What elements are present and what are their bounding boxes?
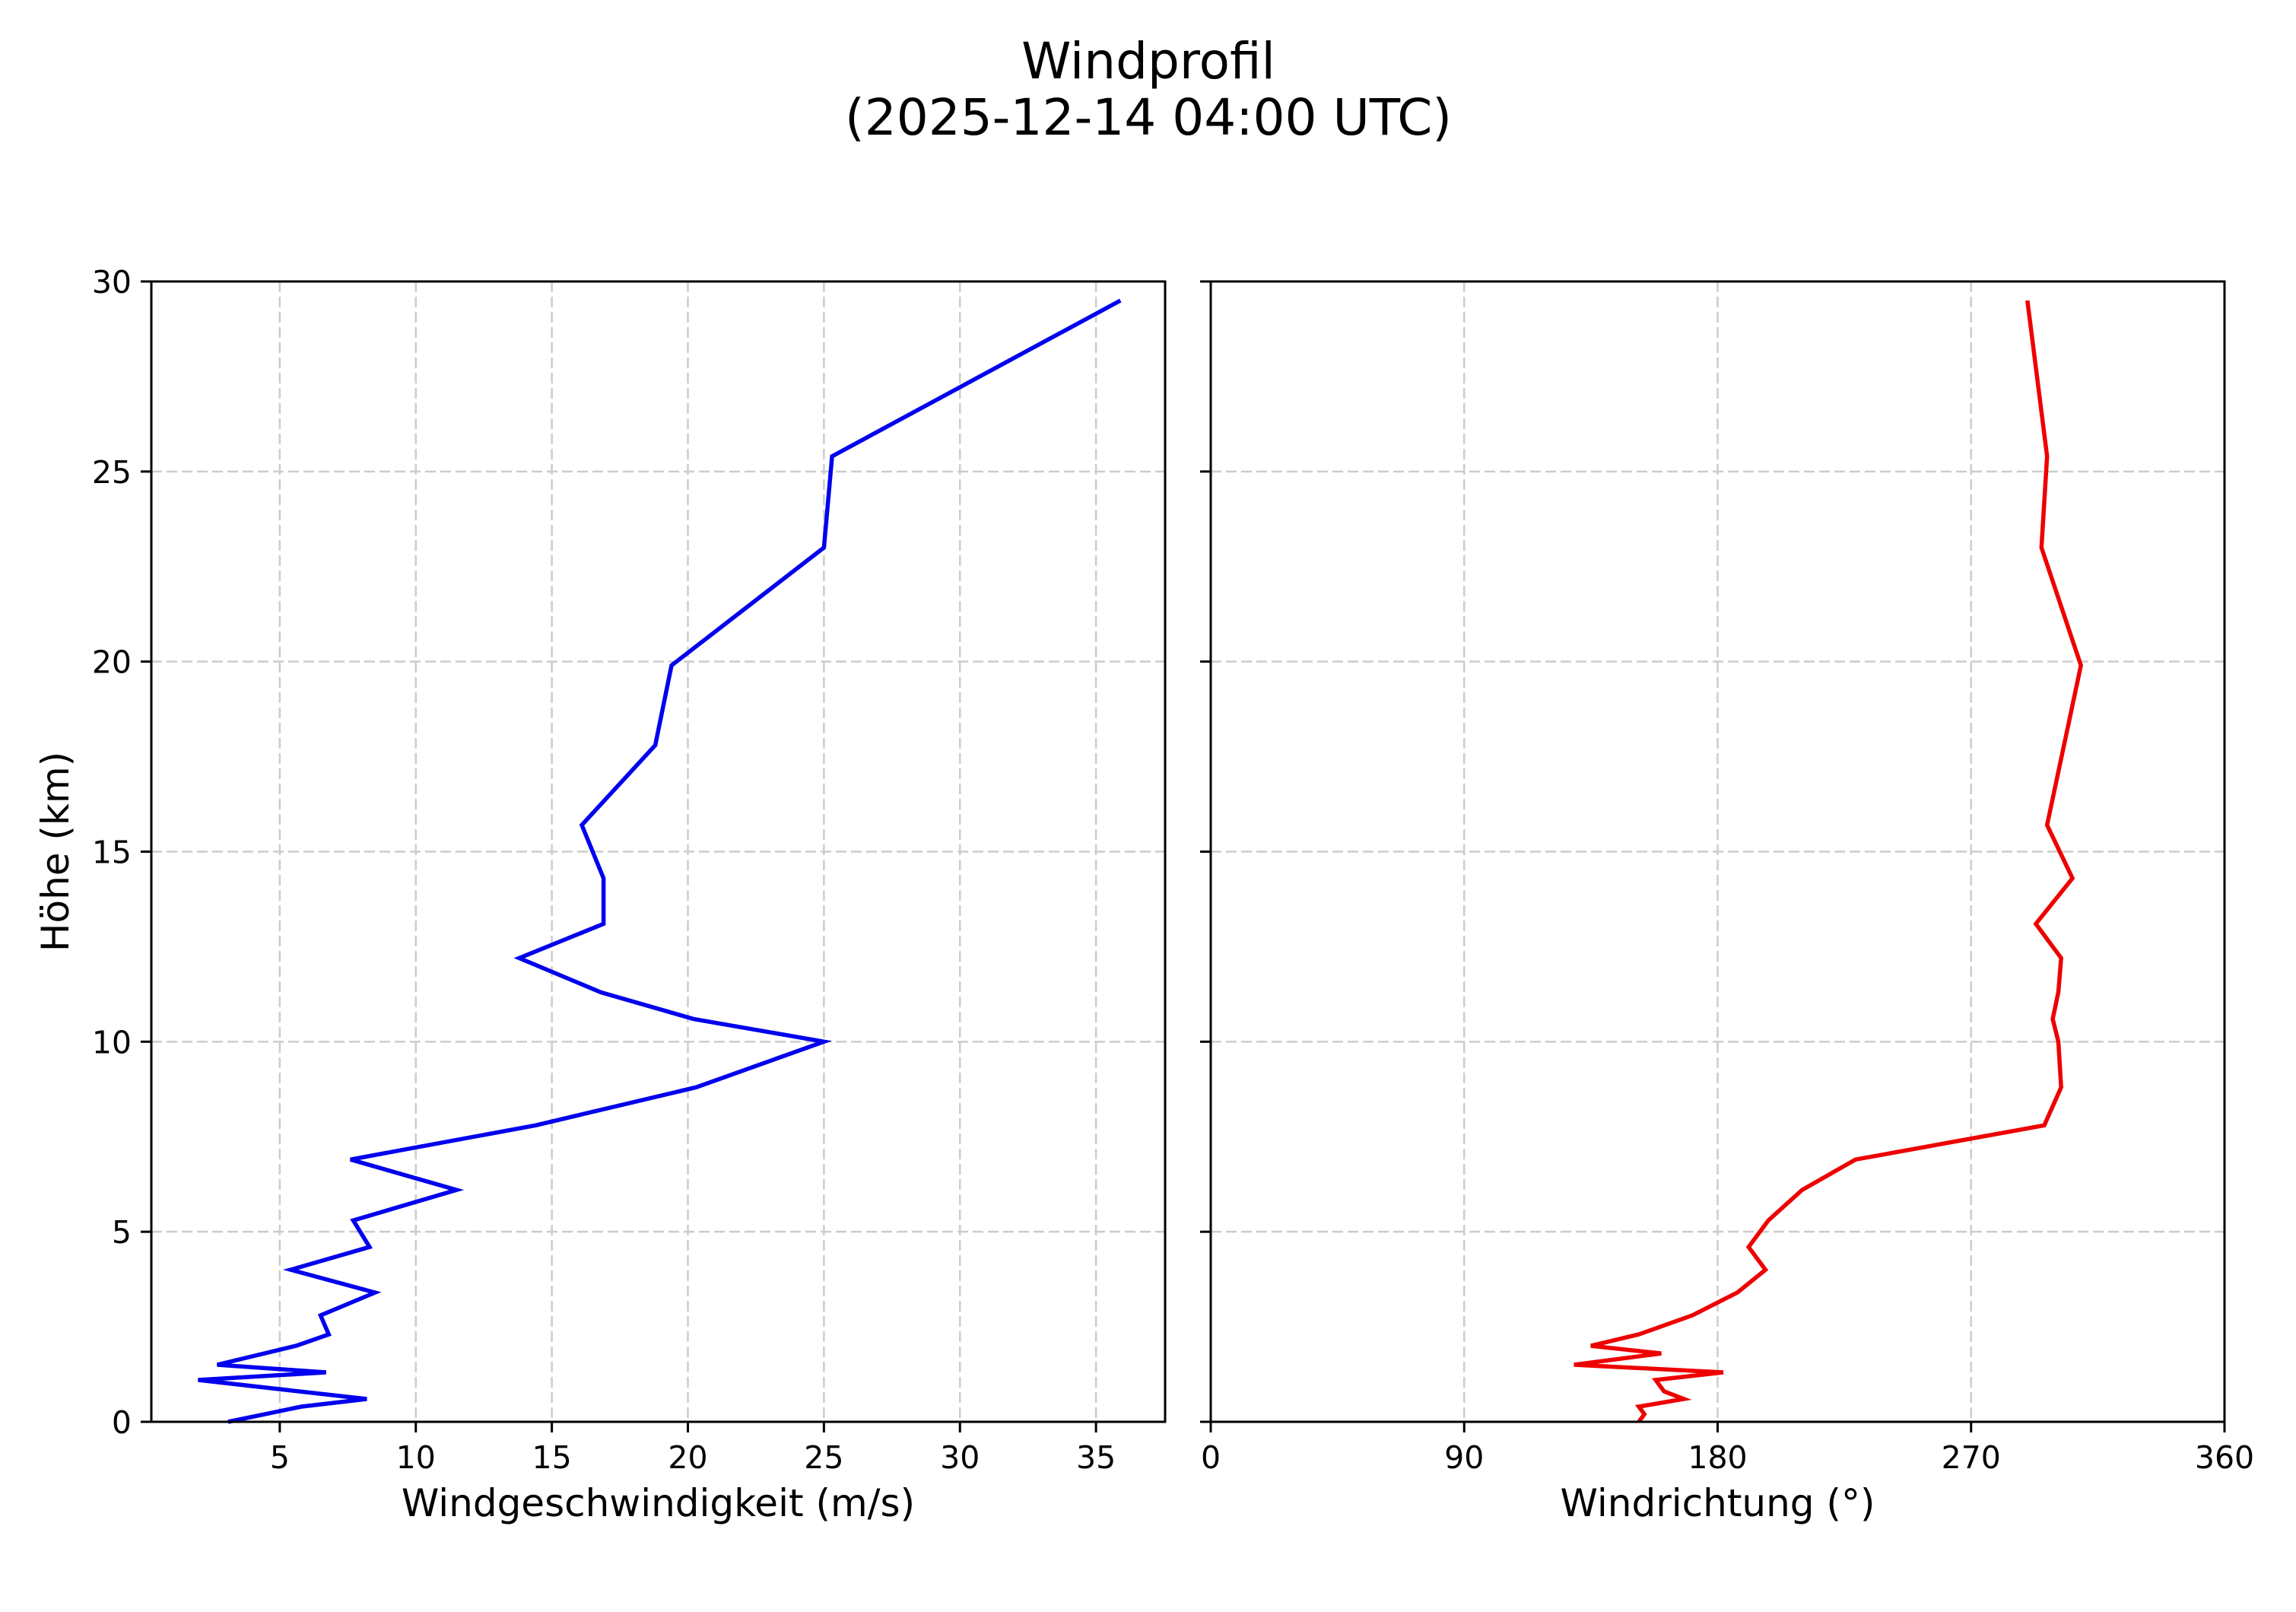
- x-tick-label: 25: [804, 1439, 843, 1476]
- y-axis-label: Höhe (km): [33, 752, 78, 952]
- y-tick-label: 0: [112, 1404, 132, 1441]
- axis-ticks: 0 90 180 270 360: [1200, 280, 2254, 1476]
- grid-lines: [1211, 281, 2225, 1422]
- figure-subtitle-timestamp: (2025-12-14 04:00 UTC): [845, 88, 1452, 147]
- x-tick-label: 20: [668, 1439, 707, 1476]
- axis-ticks: 5 10 15 20 25 30 35 0 5 10 15 20 25 30: [92, 264, 1116, 1476]
- wind-speed-line: [198, 298, 1122, 1424]
- x-axis-label: Windgeschwindigkeit (m/s): [402, 1481, 915, 1525]
- y-tick-label: 5: [112, 1214, 132, 1251]
- grid-lines: [151, 281, 1165, 1422]
- x-tick-label: 180: [1688, 1439, 1747, 1476]
- x-tick-label: 5: [270, 1439, 290, 1476]
- x-tick-label: 0: [1201, 1439, 1221, 1476]
- figure-title: Windprofil: [1021, 32, 1275, 91]
- y-tick-label: 30: [92, 264, 132, 300]
- x-tick-label: 270: [1942, 1439, 2001, 1476]
- y-tick-label: 10: [92, 1024, 132, 1060]
- x-tick-label: 30: [940, 1439, 980, 1476]
- x-tick-label: 35: [1076, 1439, 1116, 1476]
- x-tick-label: 90: [1444, 1439, 1484, 1476]
- x-tick-label: 10: [396, 1439, 436, 1476]
- x-tick-label: 15: [532, 1439, 572, 1476]
- x-axis-label: Windrichtung (°): [1561, 1481, 1875, 1525]
- data-series-line: [1574, 300, 2084, 1423]
- wind-direction-panel: 0 90 180 270 360 Windrichtung (°): [1200, 280, 2254, 1525]
- y-tick-label: 20: [92, 644, 132, 681]
- data-series-line: [198, 298, 1122, 1424]
- wind-direction-line: [1574, 300, 2084, 1423]
- y-tick-label: 15: [92, 835, 132, 871]
- x-tick-label: 360: [2195, 1439, 2254, 1476]
- wind-speed-panel: 5 10 15 20 25 30 35 0 5 10 15 20 25 30 Windgeschwindi…: [33, 264, 1167, 1525]
- y-tick-label: 25: [92, 454, 132, 491]
